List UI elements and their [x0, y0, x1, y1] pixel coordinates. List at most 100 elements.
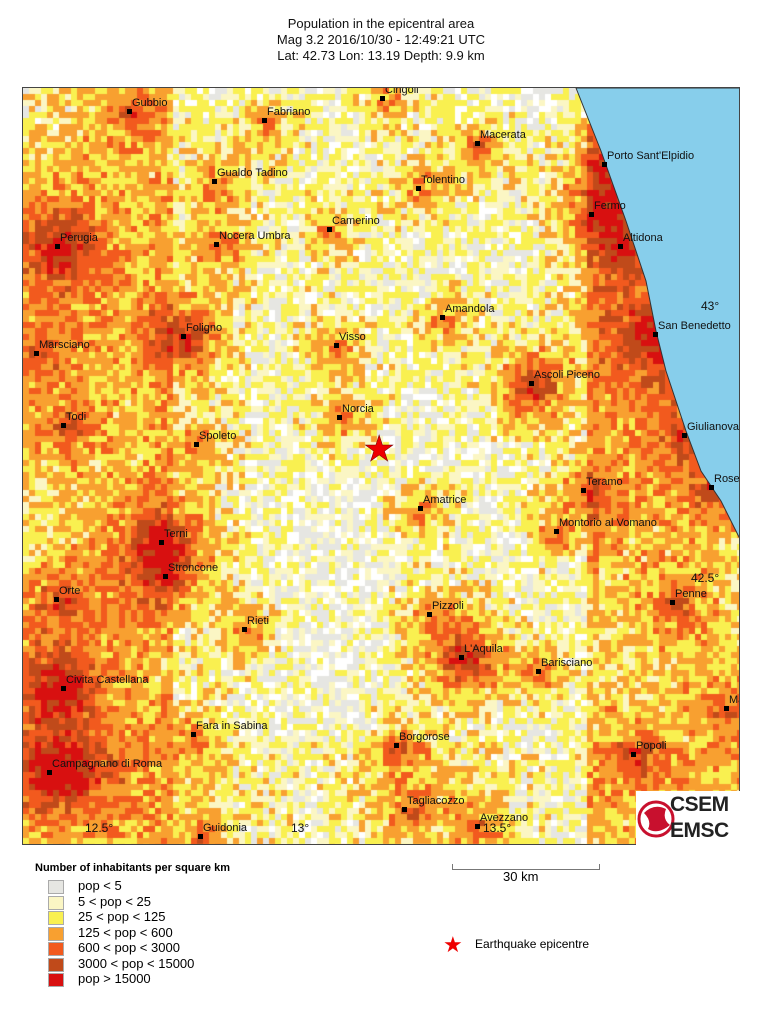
city-marker: [181, 334, 186, 339]
city-label: Fermo: [594, 200, 626, 212]
city-label: Altidona: [623, 232, 663, 244]
city-label: Foligno: [186, 322, 223, 334]
city-marker: [61, 686, 66, 691]
city-label: Fara in Sabina: [196, 720, 268, 732]
city-label: Tolentino: [421, 174, 466, 186]
population-density-raster: [23, 88, 739, 844]
city-marker: [214, 242, 219, 247]
epicentre-legend-star-icon: ★: [443, 932, 463, 957]
city-marker: [724, 706, 729, 711]
scale-label: 30 km: [503, 869, 539, 884]
city-label: Ascoli Piceno: [534, 369, 601, 381]
city-label: Guidonia: [203, 822, 248, 834]
city-label: Amatrice: [423, 494, 467, 506]
city-label: Borgorose: [399, 731, 450, 743]
city-label: Rieti: [247, 615, 270, 627]
city-label: Amandola: [445, 303, 495, 315]
city-label: Porto Sant'Elpidio: [607, 150, 695, 162]
city-marker: [418, 506, 423, 511]
city-marker: [670, 600, 675, 605]
city-marker: [198, 834, 203, 839]
city-marker: [212, 179, 217, 184]
city-marker: [618, 244, 623, 249]
city-label: Visso: [339, 331, 366, 343]
city-marker: [427, 612, 432, 617]
city-label: Macerata: [480, 129, 526, 141]
city-label: Orte: [59, 585, 81, 597]
city-marker: [602, 162, 607, 167]
legend-label: pop > 15000: [78, 971, 151, 986]
city-marker: [54, 597, 59, 602]
city-marker: [631, 752, 636, 757]
city-label: Marsciano: [39, 339, 90, 351]
city-marker: [334, 343, 339, 348]
city-label: Stroncone: [168, 562, 219, 574]
city-label: Barisciano: [541, 657, 593, 669]
city-label: Campagnano di Roma: [52, 758, 163, 770]
legend-label: 25 < pop < 125: [78, 909, 166, 924]
legend-label: 125 < pop < 600: [78, 924, 173, 940]
city-label: Camerino: [332, 215, 380, 227]
graticule-label: 42.5°: [691, 571, 720, 585]
city-marker: [475, 141, 480, 146]
city-label: L'Aquila: [464, 643, 503, 655]
legend-label: 600 < pop < 3000: [78, 940, 180, 955]
city-marker: [581, 488, 586, 493]
city-marker: [394, 743, 399, 748]
city-marker: [402, 807, 407, 812]
city-label: Todi: [66, 411, 87, 423]
city-marker: [589, 212, 594, 217]
city-label: Gualdo Tadino: [217, 167, 288, 179]
city-marker: [475, 824, 480, 829]
legend-swatch: [48, 926, 64, 941]
city-marker: [61, 423, 66, 428]
legend-title: Number of inhabitants per square km: [35, 862, 230, 874]
city-label: San Benedetto: [658, 320, 731, 332]
legend-swatch: [48, 895, 64, 910]
scale-bar: [452, 864, 600, 870]
epicentre-star-icon: ★: [363, 428, 395, 469]
city-marker: [416, 186, 421, 191]
legend-swatch: [48, 942, 64, 956]
city-marker: [529, 381, 534, 386]
graticule-label: 12.5°: [85, 821, 114, 835]
map-title: Population in the epicentral area: [287, 16, 475, 31]
city-label: Nocera Umbra: [219, 230, 291, 242]
city-label: Spoleto: [199, 430, 237, 442]
city-label: Cingoli: [385, 87, 419, 96]
city-marker: [34, 351, 39, 356]
city-marker: [159, 540, 164, 545]
legend-swatch: [48, 880, 64, 894]
city-label: Giulianova: [687, 421, 739, 433]
city-label: Montorio al Vomano: [559, 517, 657, 529]
event-location: Lat: 42.73 Lon: 13.19 Depth: 9.9 km: [277, 48, 485, 63]
city-label: Teramo: [586, 476, 623, 488]
city-marker: [653, 332, 658, 337]
legend-swatch: [48, 957, 64, 972]
epicentre-legend-label: Earthquake epicentre: [475, 937, 590, 951]
city-marker: [682, 433, 687, 438]
city-marker: [242, 627, 247, 632]
city-label: Ma: [729, 694, 739, 706]
city-label: Terni: [164, 528, 188, 540]
graticule-label: 13°: [291, 821, 310, 835]
legend-label: 5 < pop < 25: [78, 893, 152, 909]
city-marker: [127, 109, 132, 114]
city-marker: [440, 315, 445, 320]
city-label: Avezzano: [480, 812, 529, 824]
city-marker: [163, 574, 168, 579]
city-label: Popoli: [636, 740, 667, 752]
sea-layer: ★: [363, 88, 739, 539]
city-marker: [194, 442, 199, 447]
adriatic-sea: [575, 88, 739, 539]
city-label: Pizzoli: [432, 600, 464, 612]
city-label: Fabriano: [267, 106, 311, 118]
city-label: Tagliacozzo: [407, 795, 465, 807]
city-marker: [554, 529, 559, 534]
legend-label: pop < 5: [78, 878, 122, 893]
city-label: Gubbio: [132, 97, 168, 109]
city-label: Civita Castellana: [66, 674, 149, 686]
population-map[interactable]: ★ Gubbio Fabriano Cingoli Macerata Porto San…: [22, 87, 740, 845]
city-label: Penne: [675, 588, 707, 600]
graticule-label: 13.5°: [483, 821, 512, 835]
